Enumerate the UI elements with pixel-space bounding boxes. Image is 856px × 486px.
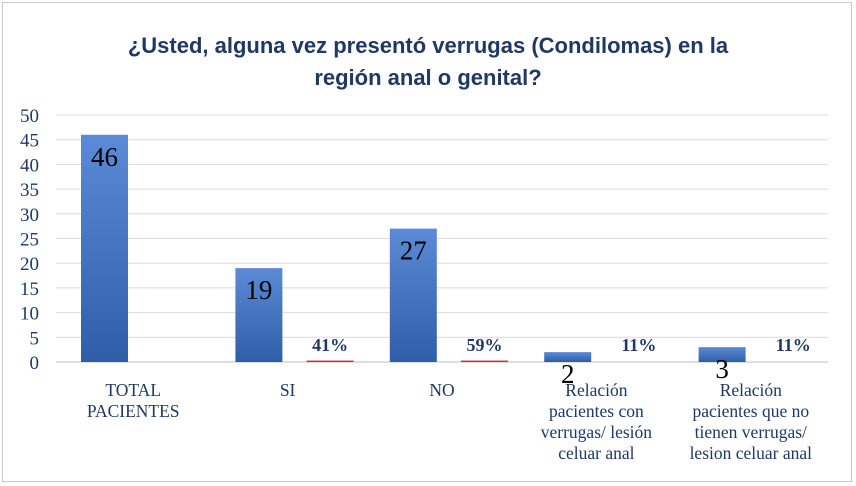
y-tick-label: 40 (20, 155, 39, 176)
bar-series-1 (235, 268, 283, 362)
x-category-line: TOTAL (105, 380, 161, 400)
bar-series-2 (461, 360, 508, 362)
y-tick-label: 5 (30, 328, 40, 349)
x-category-line: lesion celuar anal (690, 443, 813, 463)
y-tick-label: 35 (20, 180, 39, 201)
x-category-label: SI (280, 380, 296, 400)
bar-series-1 (389, 228, 437, 362)
x-category-line: SI (280, 380, 296, 400)
y-tick-label: 45 (20, 131, 39, 152)
bar-series-1 (81, 134, 128, 362)
data-label-series-2: 11% (776, 335, 811, 355)
x-category-line: NO (429, 380, 454, 400)
data-label-series-1: 46 (91, 142, 118, 172)
x-category-line: pacientes que no (692, 401, 809, 421)
x-category-line: verrugas/ lesión (541, 422, 653, 442)
x-category-line: tienen verrugas/ (695, 422, 807, 442)
x-category-label: NO (429, 380, 454, 400)
y-tick-label: 15 (20, 279, 39, 300)
y-tick-label: 10 (20, 304, 39, 325)
data-label-series-1: 19 (245, 275, 272, 305)
bar-series-1 (698, 347, 746, 362)
y-tick-label: 50 (20, 106, 39, 127)
data-label-series-2: 11% (621, 335, 656, 355)
bar-series-2 (306, 360, 354, 362)
x-category-line: Relación (565, 380, 627, 400)
y-tick-label: 0 (30, 353, 40, 374)
x-category-line: Relación (720, 380, 782, 400)
x-category-line: pacientes con (549, 401, 644, 421)
data-label-series-2: 59% (467, 335, 503, 355)
bar-series-1 (544, 352, 592, 362)
data-labels: 46 19 41% 27 59% 2 11% 3 11% (91, 142, 811, 389)
y-tick-label: 30 (20, 205, 39, 226)
data-label-series-1: 27 (400, 236, 427, 266)
bars (81, 134, 746, 362)
y-tick-label: 20 (20, 254, 39, 275)
data-label-series-2: 41% (312, 335, 348, 355)
chart-title-line-2: región anal o genital? (314, 65, 542, 90)
chart-title: ¿Usted, alguna vez presentó verrugas (Co… (0, 30, 856, 94)
data-label-series-1: 3 (715, 354, 729, 384)
gridlines (56, 114, 828, 363)
x-category-label: Relación pacientes que no tienen verrugas/… (690, 380, 813, 463)
chart-title-line-1: ¿Usted, alguna vez presentó verrugas (Co… (127, 33, 729, 58)
data-label-series-1: 2 (561, 359, 575, 389)
x-category-label: TOTAL PACIENTES (87, 380, 180, 421)
x-category-line: celuar anal (558, 443, 634, 463)
y-tick-label: 25 (20, 230, 39, 251)
x-category-label: Relación pacientes con verrugas/ lesión cel… (541, 380, 653, 463)
x-category-line: PACIENTES (87, 401, 180, 421)
y-axis-ticks: 0 5 10 15 20 25 30 35 40 45 50 (20, 106, 39, 374)
